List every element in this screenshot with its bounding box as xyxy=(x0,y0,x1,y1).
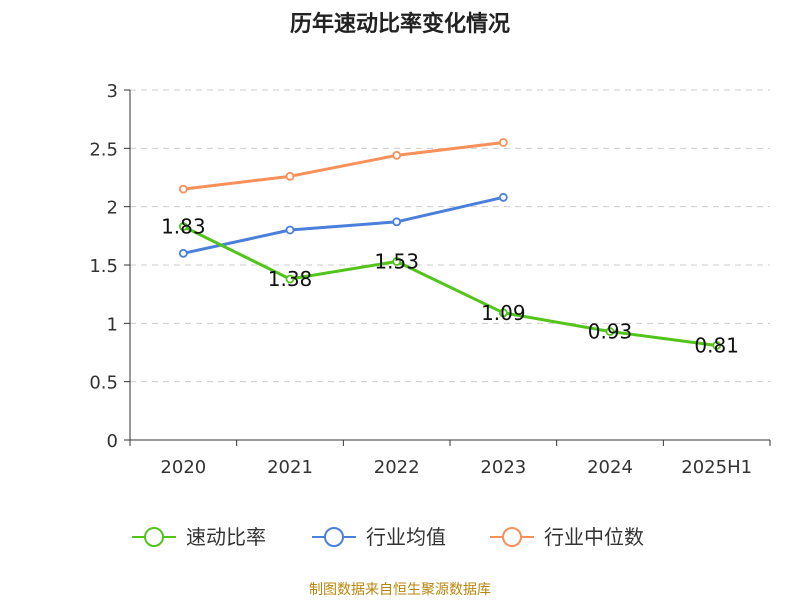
y-tick-label: 0 xyxy=(107,431,118,452)
data-point xyxy=(178,184,188,194)
x-tick-label: 2025H1 xyxy=(681,457,752,478)
series-3 xyxy=(178,138,508,194)
series-2 xyxy=(178,192,508,258)
series-line xyxy=(182,225,717,347)
y-tick-label: 0.5 xyxy=(89,373,118,394)
data-point xyxy=(285,274,295,284)
chart-title: 历年速动比率变化情况 xyxy=(290,11,510,37)
data-label: 1.09 xyxy=(481,301,526,325)
legend-label: 行业中位数 xyxy=(544,525,644,549)
data-point xyxy=(392,257,402,266)
x-tick-label: 2023 xyxy=(480,457,526,478)
data-point xyxy=(178,222,188,231)
data-label: 0.93 xyxy=(588,320,633,344)
data-label-layer: 1.83 1.38 1.53 1.09 0.93 0.81 xyxy=(161,215,739,358)
data-point xyxy=(285,225,295,235)
data-label: 1.53 xyxy=(374,250,419,274)
data-point xyxy=(178,248,188,258)
legend-marker xyxy=(324,527,344,547)
series-line xyxy=(183,141,504,191)
legend-marker xyxy=(144,527,164,547)
legend-item-3: 行业中位数 xyxy=(490,525,644,549)
y-tick-label: 1.5 xyxy=(89,256,118,277)
data-label: 1.83 xyxy=(161,215,206,239)
y-tick-label: 2 xyxy=(107,198,118,219)
x-tick-label: 2022 xyxy=(374,457,420,478)
data-point xyxy=(605,327,615,336)
series-1 xyxy=(178,222,722,350)
data-label: 0.81 xyxy=(694,334,739,358)
data-point xyxy=(498,192,508,202)
x-tick-label: 2021 xyxy=(267,457,313,478)
data-point xyxy=(498,138,508,147)
data-label: 1.38 xyxy=(268,267,313,291)
legend-marker xyxy=(502,527,522,547)
grid-layer xyxy=(130,89,770,383)
axis-layer: 0 0.5 1 1.5 2 2.5 3 2020 2021 2022 2023 2024 2025H1 xyxy=(89,81,771,478)
data-point xyxy=(285,171,295,181)
legend-label: 行业均值 xyxy=(366,525,446,549)
data-point xyxy=(392,150,402,160)
legend: 速动比率 行业均值 行业中位数 xyxy=(132,525,644,549)
x-tick-label: 2024 xyxy=(587,457,633,478)
data-point xyxy=(712,341,722,350)
y-tick-label: 1 xyxy=(107,314,118,335)
x-tick-label: 2020 xyxy=(160,457,206,478)
data-point xyxy=(498,308,508,318)
data-point xyxy=(392,217,402,227)
legend-label: 速动比率 xyxy=(186,525,266,549)
y-tick-label: 3 xyxy=(107,81,118,102)
series-line xyxy=(183,195,504,255)
legend-item-1: 速动比率 xyxy=(132,525,266,549)
y-tick-label: 2.5 xyxy=(89,139,118,160)
legend-item-2: 行业均值 xyxy=(312,525,446,549)
series-layer xyxy=(178,138,722,350)
source-note: 制图数据来自恒生聚源数据库 xyxy=(309,582,491,598)
